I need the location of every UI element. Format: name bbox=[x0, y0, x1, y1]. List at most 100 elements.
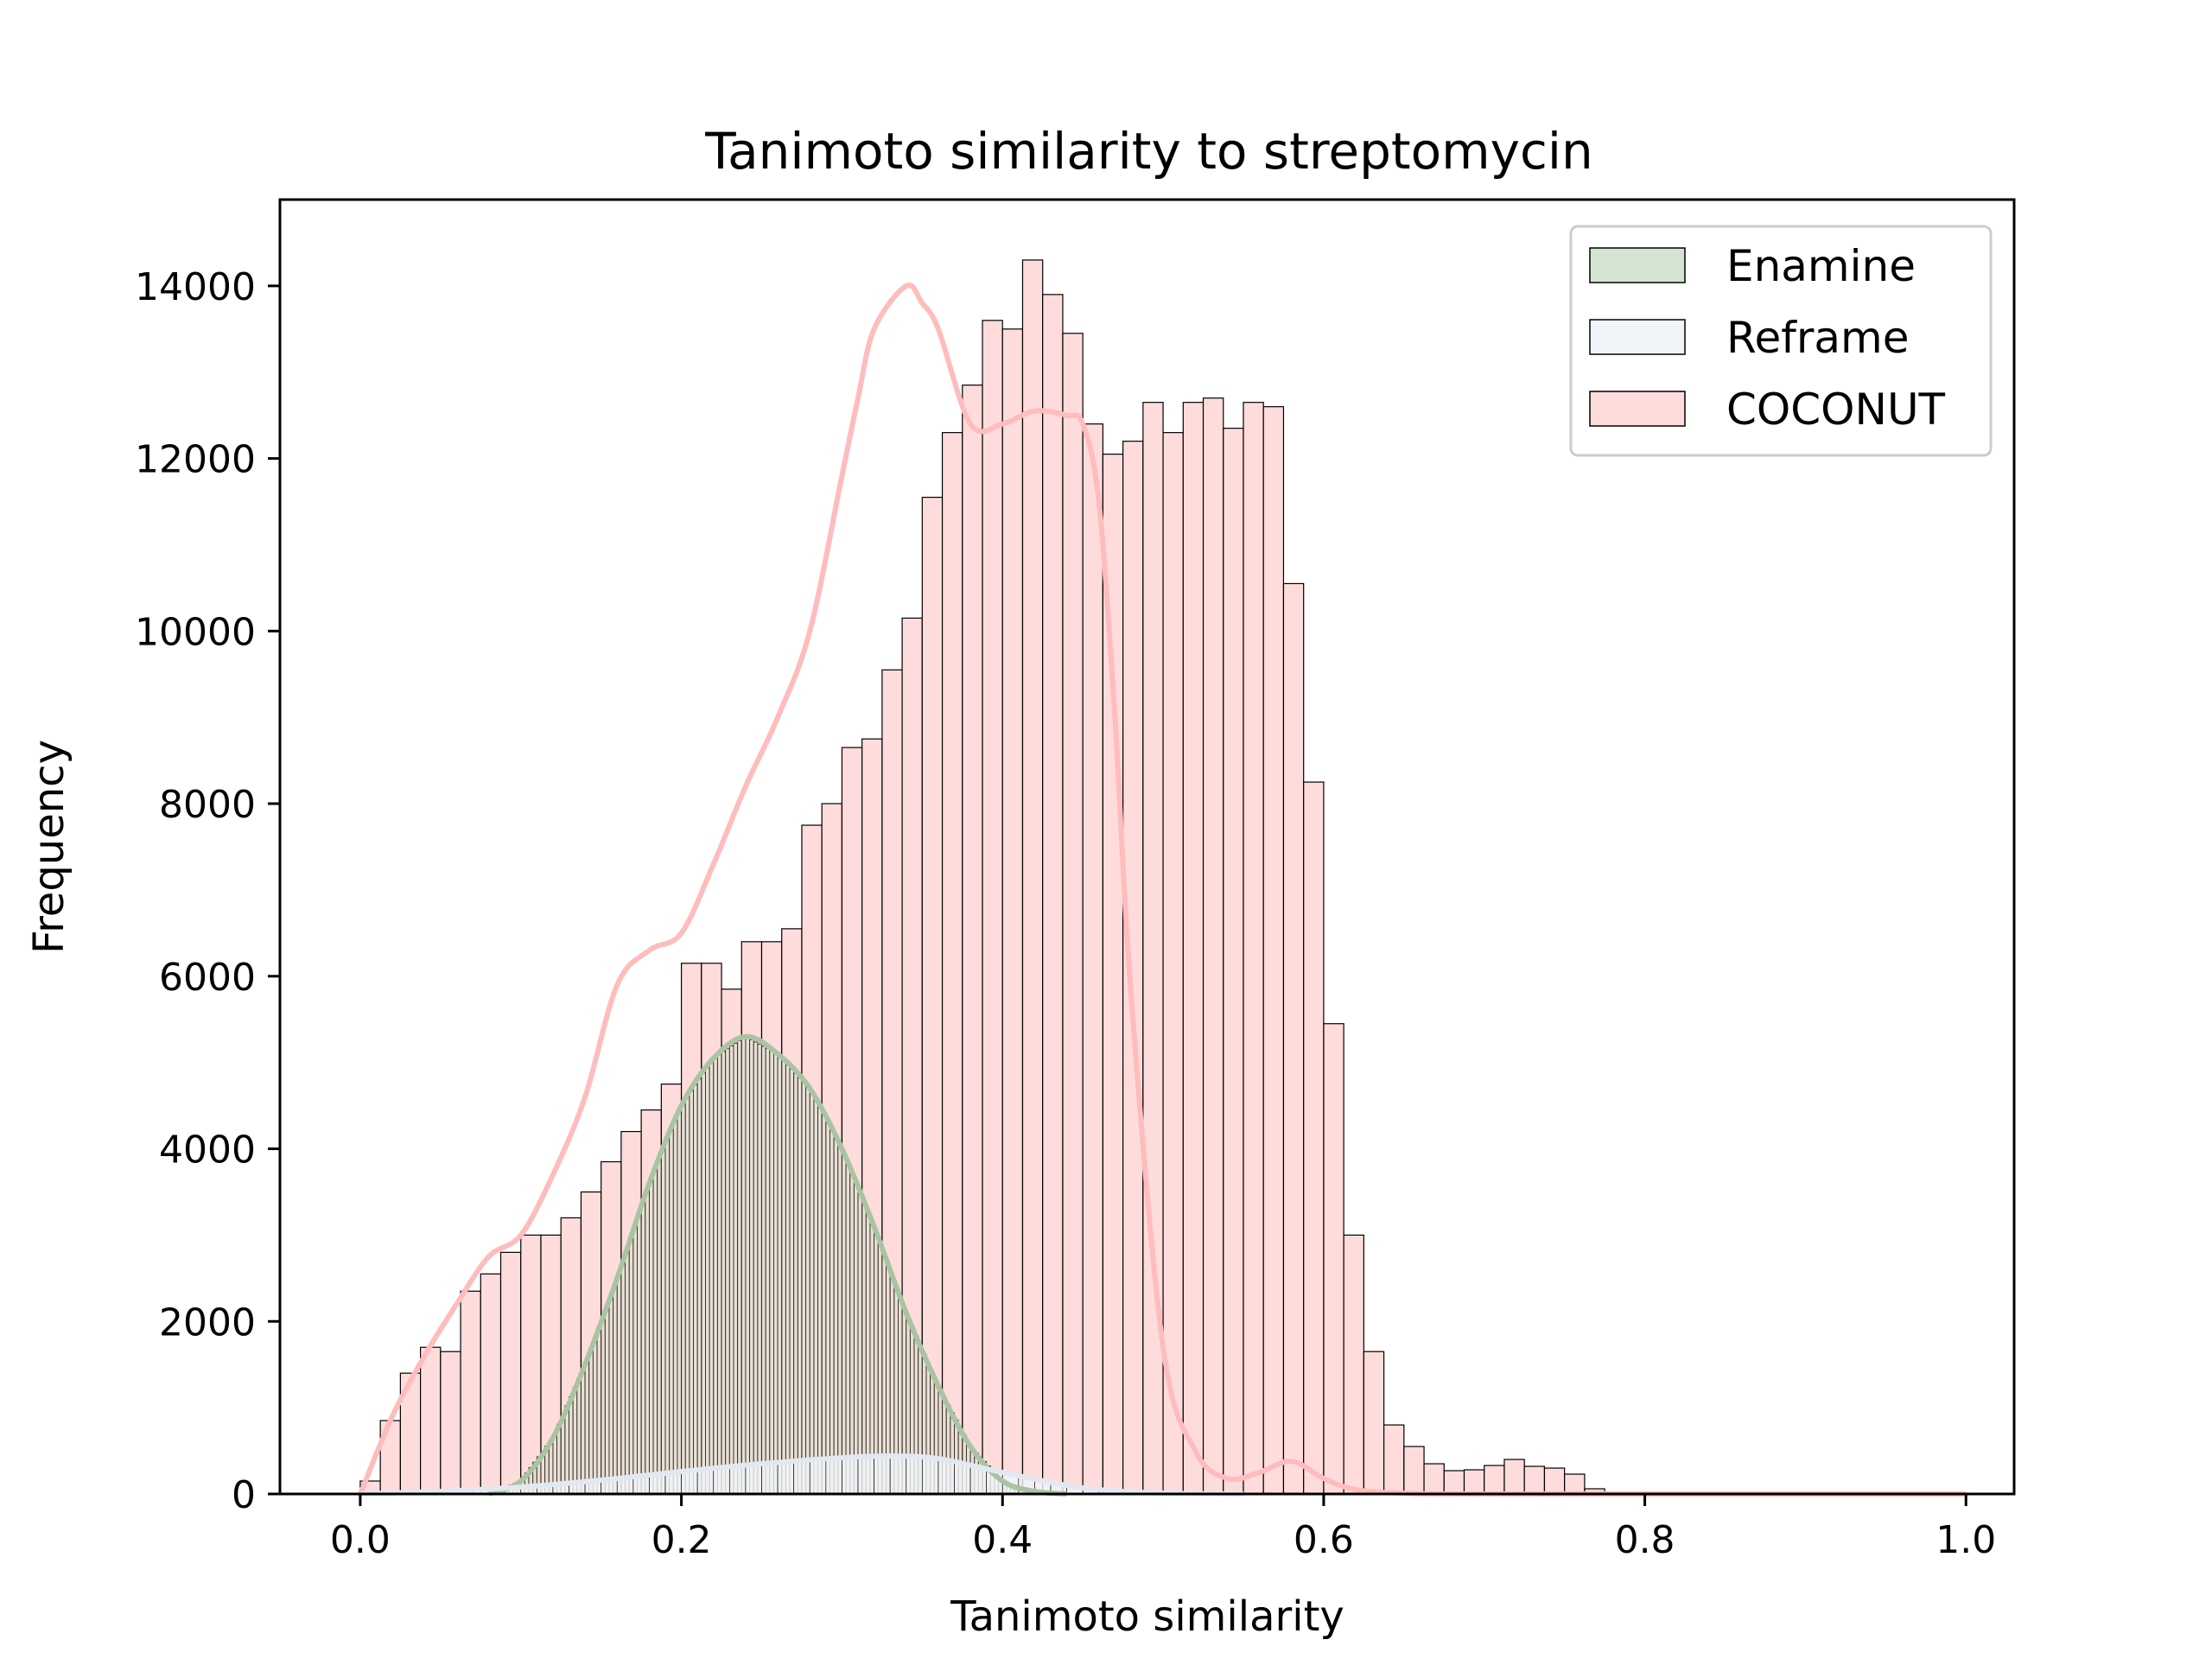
enamine-bar bbox=[781, 1059, 786, 1495]
y-tick-label: 4000 bbox=[159, 1128, 256, 1173]
coconut-bar bbox=[1202, 397, 1224, 1495]
enamine-bar bbox=[785, 1064, 791, 1495]
chart-title: Tanimoto similarity to streptomycin bbox=[704, 122, 1592, 181]
reframe-bar bbox=[922, 1458, 939, 1495]
enamine-bar bbox=[821, 1114, 827, 1495]
enamine-bar bbox=[809, 1091, 815, 1495]
coconut-bar bbox=[480, 1273, 502, 1495]
legend: Enamine Reframe COCONUT bbox=[1569, 225, 1993, 457]
legend-swatch-reframe bbox=[1589, 319, 1686, 355]
coconut-bar bbox=[460, 1290, 481, 1495]
x-tick-label: 0.2 bbox=[652, 1518, 712, 1562]
enamine-bar bbox=[845, 1162, 851, 1495]
enamine-bar bbox=[772, 1052, 779, 1495]
coconut-bars bbox=[359, 259, 1646, 1495]
enamine-bar bbox=[628, 1236, 634, 1495]
enamine-bars bbox=[488, 1037, 1064, 1495]
coconut-bar bbox=[1564, 1473, 1586, 1495]
y-tick-label: 2000 bbox=[159, 1300, 256, 1344]
enamine-bar bbox=[716, 1053, 722, 1495]
enamine-bar bbox=[721, 1051, 727, 1495]
y-tick-label: 6000 bbox=[159, 956, 256, 1000]
enamine-bar bbox=[701, 1072, 706, 1495]
coconut-bar bbox=[921, 496, 944, 1495]
coconut-bar bbox=[1021, 259, 1044, 1495]
y-axis-ticks: 0 2000 4000 6000 8000 10000 12000 14000 bbox=[135, 265, 280, 1517]
enamine-bar bbox=[569, 1395, 574, 1495]
legend-label-enamine: Enamine bbox=[1726, 241, 1916, 291]
enamine-bar bbox=[849, 1173, 855, 1495]
x-tick-label: 0.4 bbox=[972, 1518, 1033, 1562]
coconut-bar bbox=[499, 1251, 522, 1495]
x-tick-label: 0.0 bbox=[330, 1518, 391, 1562]
kde-lines bbox=[358, 283, 1967, 1497]
enamine-bar bbox=[793, 1072, 798, 1495]
coconut-bar bbox=[1223, 428, 1244, 1495]
coconut-bar bbox=[1262, 406, 1285, 1495]
enamine-bar bbox=[753, 1041, 759, 1495]
enamine-bar bbox=[620, 1260, 626, 1495]
enamine-bar bbox=[709, 1060, 715, 1495]
x-tick-label: 0.8 bbox=[1615, 1518, 1675, 1562]
enamine-bar bbox=[601, 1315, 606, 1495]
reframe-bar bbox=[729, 1465, 747, 1495]
enamine-bar bbox=[865, 1211, 871, 1495]
reframe-bar bbox=[954, 1463, 971, 1495]
reframe-bar bbox=[809, 1459, 827, 1495]
reframe-bar bbox=[696, 1469, 715, 1495]
reframe-bar bbox=[874, 1456, 891, 1495]
reframe-bar bbox=[969, 1466, 987, 1495]
enamine-bar bbox=[830, 1129, 835, 1495]
enamine-bar bbox=[853, 1182, 859, 1495]
coconut-bar bbox=[1042, 294, 1064, 1495]
legend-label-coconut: COCONUT bbox=[1726, 385, 1946, 435]
enamine-bar bbox=[733, 1043, 739, 1495]
reframe-bar bbox=[761, 1463, 779, 1495]
x-axis-label: Tanimoto similarity bbox=[950, 1592, 1344, 1641]
coconut-bar bbox=[1303, 781, 1325, 1495]
enamine-bar bbox=[672, 1119, 678, 1495]
legend-swatch-coconut bbox=[1589, 391, 1686, 427]
enamine-bar bbox=[757, 1043, 762, 1495]
coconut-bar bbox=[1162, 432, 1184, 1495]
y-tick-label: 8000 bbox=[159, 783, 256, 827]
enamine-bar bbox=[681, 1102, 686, 1495]
coconut-bar bbox=[1543, 1467, 1566, 1495]
enamine-bar bbox=[652, 1168, 658, 1495]
enamine-bar bbox=[608, 1294, 614, 1495]
enamine-bar bbox=[660, 1148, 666, 1495]
enamine-bar bbox=[813, 1099, 819, 1495]
enamine-bar bbox=[869, 1221, 875, 1495]
coconut-bar bbox=[1323, 1023, 1344, 1495]
enamine-bar bbox=[640, 1200, 646, 1495]
x-axis-ticks: 0.0 0.2 0.4 0.6 0.8 1.0 bbox=[330, 1494, 1996, 1562]
axes-frame bbox=[278, 198, 2016, 1496]
enamine-bar bbox=[677, 1109, 683, 1495]
reframe-kde-line bbox=[359, 1453, 1244, 1497]
coconut-bar bbox=[1503, 1459, 1525, 1495]
enamine-bar bbox=[825, 1122, 830, 1495]
coconut-bar bbox=[1363, 1351, 1385, 1495]
reframe-bar bbox=[938, 1459, 955, 1495]
enamine-bar bbox=[596, 1326, 602, 1495]
enamine-bar bbox=[645, 1188, 650, 1495]
coconut-bar bbox=[1062, 333, 1084, 1495]
enamine-bar bbox=[837, 1144, 842, 1495]
reframe-bar bbox=[777, 1461, 794, 1495]
enamine-bar bbox=[604, 1305, 610, 1495]
enamine-bar bbox=[817, 1107, 823, 1495]
coconut-bar bbox=[1082, 423, 1104, 1495]
enamine-bar bbox=[625, 1248, 630, 1495]
coconut-bar bbox=[1382, 1424, 1405, 1495]
coconut-bar bbox=[1243, 402, 1264, 1495]
enamine-bar bbox=[637, 1212, 642, 1495]
reframe-bar bbox=[842, 1457, 859, 1495]
coconut-bar bbox=[1443, 1470, 1465, 1495]
enamine-bar bbox=[741, 1037, 747, 1495]
enamine-bar bbox=[857, 1192, 863, 1495]
y-tick-label: 14000 bbox=[135, 265, 256, 309]
reframe-bar bbox=[664, 1471, 682, 1495]
enamine-bar bbox=[761, 1046, 766, 1495]
y-tick-label: 12000 bbox=[135, 438, 256, 482]
